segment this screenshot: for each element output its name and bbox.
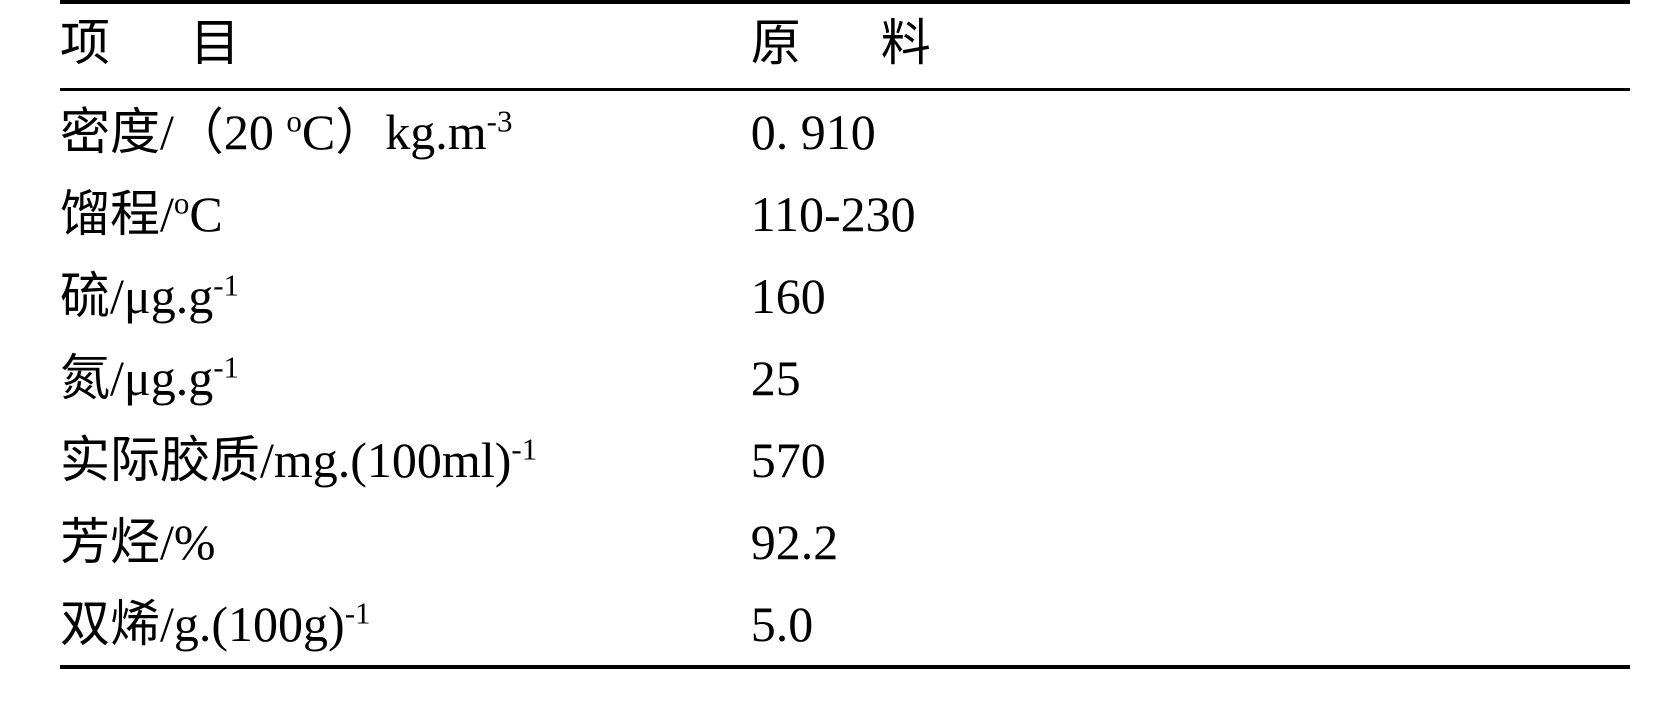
row-label: 密度/（20 oC）kg.m-3 [60, 90, 751, 174]
row-value: 570 [751, 419, 1630, 501]
header-item-prefix: 项 [60, 15, 110, 71]
properties-table: 项目 原料 密度/（20 oC）kg.m-3 0. 910 馏程/oC 110-… [60, 0, 1630, 669]
row-value: 25 [751, 337, 1630, 419]
table-row: 硫/μg.g-1 160 [60, 255, 1630, 337]
row-label: 实际胶质/mg.(100ml)-1 [60, 419, 751, 501]
row-value: 160 [751, 255, 1630, 337]
row-label: 氮/μg.g-1 [60, 337, 751, 419]
header-value-prefix: 原 [751, 15, 801, 71]
table-body: 密度/（20 oC）kg.m-3 0. 910 馏程/oC 110-230 硫/… [60, 90, 1630, 668]
table-header-row: 项目 原料 [60, 2, 1630, 90]
header-item-suffix: 目 [190, 15, 240, 71]
row-label: 硫/μg.g-1 [60, 255, 751, 337]
properties-table-container: 项目 原料 密度/（20 oC）kg.m-3 0. 910 馏程/oC 110-… [0, 0, 1670, 669]
table-row: 氮/μg.g-1 25 [60, 337, 1630, 419]
row-value: 0. 910 [751, 90, 1630, 174]
header-item: 项目 [60, 2, 751, 90]
table-row: 密度/（20 oC）kg.m-3 0. 910 [60, 90, 1630, 174]
row-value: 110-230 [751, 173, 1630, 255]
table-row: 馏程/oC 110-230 [60, 173, 1630, 255]
header-value-suffix: 料 [881, 15, 931, 71]
row-value: 92.2 [751, 501, 1630, 583]
table-row: 双烯/g.(100g)-1 5.0 [60, 583, 1630, 667]
row-label: 馏程/oC [60, 173, 751, 255]
header-value: 原料 [751, 2, 1630, 90]
row-label: 双烯/g.(100g)-1 [60, 583, 751, 667]
table-row: 实际胶质/mg.(100ml)-1 570 [60, 419, 1630, 501]
table-row: 芳烃/% 92.2 [60, 501, 1630, 583]
row-value: 5.0 [751, 583, 1630, 667]
row-label: 芳烃/% [60, 501, 751, 583]
